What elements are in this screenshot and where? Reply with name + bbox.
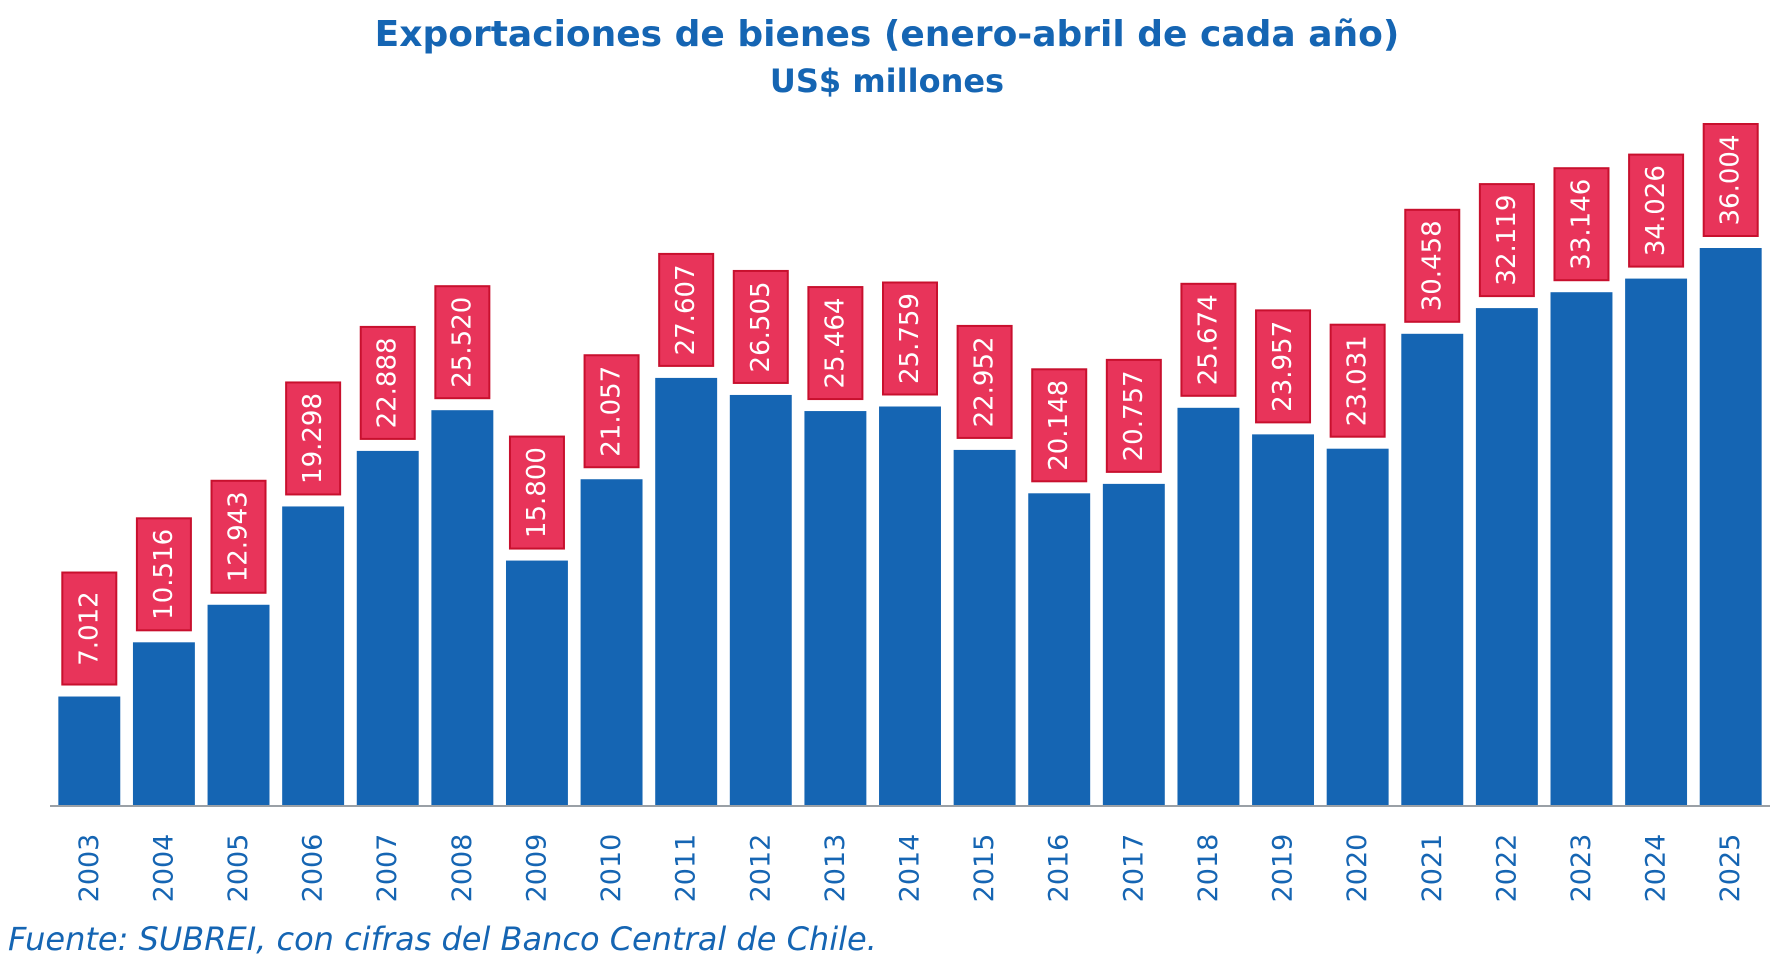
- data-label-box-2007: [359, 325, 416, 440]
- x-tick-label-2021: 2021: [1417, 834, 1448, 903]
- x-tick-label-2009: 2009: [521, 834, 552, 903]
- bar-2016: [1028, 493, 1091, 805]
- data-label-box-2017: [1105, 358, 1162, 473]
- data-label-box-2013: [807, 286, 864, 401]
- x-tick-label-2017: 2017: [1118, 834, 1149, 903]
- data-label-box-2010: [583, 354, 640, 469]
- bar-2023: [1550, 292, 1613, 806]
- bar-2012: [729, 394, 792, 805]
- bar-2006: [282, 506, 345, 805]
- value-labels-layer: 7.012 10.516 12.943 19.298 22.888 25.520 15.80…: [61, 123, 1759, 686]
- data-label-2008: 25.520: [447, 297, 477, 388]
- x-tick-label-2024: 2024: [1641, 834, 1672, 903]
- x-tick-label-2022: 2022: [1491, 834, 1522, 903]
- data-label-2004: 10.516: [149, 529, 179, 620]
- bar-2025: [1699, 248, 1762, 805]
- x-tick-label-2010: 2010: [596, 834, 627, 903]
- data-label-box-2005: [210, 479, 267, 594]
- data-label-2020: 23.031: [1343, 335, 1373, 426]
- data-label-box-2019: [1255, 309, 1312, 424]
- bar-2011: [655, 377, 718, 805]
- bars-layer: [58, 248, 1762, 806]
- chart-subtitle: US$ millones: [769, 62, 1005, 100]
- data-label-box-2022: [1478, 183, 1535, 298]
- data-label-2024: 34.026: [1641, 165, 1671, 256]
- data-label-2007: 22.888: [373, 337, 403, 428]
- x-tick-label-2008: 2008: [447, 834, 478, 903]
- x-tick-label-2007: 2007: [372, 834, 403, 903]
- x-tick-label-2025: 2025: [1715, 834, 1746, 903]
- bar-2021: [1401, 333, 1464, 805]
- x-tick-label-2014: 2014: [895, 834, 926, 903]
- source-note: Fuente: SUBREI, con cifras del Banco Cen…: [8, 920, 877, 958]
- x-tick-label-2013: 2013: [820, 834, 851, 903]
- bar-2005: [207, 604, 270, 805]
- data-label-box-2023: [1553, 167, 1610, 282]
- data-label-box-2003: [61, 571, 118, 686]
- data-label-2017: 20.757: [1119, 370, 1149, 461]
- data-label-box-2020: [1329, 323, 1386, 438]
- x-tick-label-2016: 2016: [1044, 834, 1075, 903]
- x-tick-labels-layer: 2003 2004 2005 2006 2007 2008 2009 2010 2011 2012…: [74, 834, 1746, 903]
- data-label-box-2025: [1702, 123, 1759, 237]
- data-label-2016: 20.148: [1044, 380, 1074, 471]
- data-label-2003: 7.012: [74, 591, 104, 665]
- data-label-2012: 26.505: [746, 281, 776, 372]
- bar-2013: [804, 411, 867, 805]
- data-label-2023: 33.146: [1566, 179, 1596, 270]
- bar-2017: [1102, 483, 1165, 805]
- x-tick-label-2020: 2020: [1342, 834, 1373, 903]
- data-label-2015: 22.952: [970, 336, 1000, 427]
- data-label-box-2021: [1404, 208, 1461, 323]
- x-tick-label-2015: 2015: [969, 834, 1000, 903]
- data-label-2006: 19.298: [298, 393, 328, 484]
- data-label-2005: 12.943: [224, 491, 254, 582]
- bar-2010: [580, 479, 643, 805]
- data-label-box-2024: [1628, 153, 1685, 268]
- bar-2020: [1326, 448, 1389, 805]
- data-label-2019: 23.957: [1268, 321, 1298, 412]
- bar-2008: [431, 410, 494, 805]
- data-label-2022: 32.119: [1492, 195, 1522, 286]
- chart-title: Exportaciones de bienes (enero-abril de …: [374, 14, 1400, 55]
- data-label-2010: 21.057: [597, 366, 627, 457]
- data-label-box-2008: [434, 285, 491, 400]
- x-tick-label-2004: 2004: [148, 834, 179, 903]
- data-label-box-2016: [1031, 368, 1088, 483]
- data-label-box-2004: [135, 517, 192, 632]
- bar-2003: [58, 696, 121, 805]
- data-label-2011: 27.607: [671, 264, 701, 355]
- x-tick-label-2023: 2023: [1566, 834, 1597, 903]
- data-label-box-2011: [658, 252, 715, 367]
- bar-2004: [132, 642, 195, 805]
- x-tick-label-2011: 2011: [671, 834, 702, 903]
- data-label-box-2015: [956, 324, 1013, 439]
- data-label-2013: 25.464: [820, 298, 850, 389]
- bar-2009: [505, 560, 568, 805]
- data-label-box-2018: [1180, 282, 1237, 397]
- x-tick-label-2003: 2003: [74, 834, 105, 903]
- data-label-2021: 30.458: [1417, 220, 1447, 311]
- data-label-box-2009: [508, 435, 565, 550]
- bar-2014: [879, 406, 941, 805]
- bar-2022: [1475, 308, 1538, 805]
- data-label-box-2012: [732, 269, 789, 384]
- data-label-2025: 36.004: [1716, 135, 1746, 226]
- data-label-box-2014: [882, 281, 938, 396]
- bar-2019: [1252, 434, 1315, 805]
- data-label-box-2006: [285, 381, 342, 496]
- bar-2015: [953, 449, 1016, 805]
- x-tick-label-2018: 2018: [1193, 834, 1224, 903]
- x-tick-label-2012: 2012: [745, 834, 776, 903]
- bar-2007: [356, 450, 419, 805]
- x-tick-label-2006: 2006: [298, 834, 329, 903]
- x-tick-label-2005: 2005: [223, 834, 254, 903]
- x-tick-label-2019: 2019: [1268, 834, 1299, 903]
- data-label-2018: 25.674: [1193, 294, 1223, 385]
- bar-2018: [1177, 407, 1240, 805]
- data-label-2009: 15.800: [522, 447, 552, 538]
- data-label-2014: 25.759: [895, 293, 925, 384]
- bar-2024: [1625, 278, 1688, 806]
